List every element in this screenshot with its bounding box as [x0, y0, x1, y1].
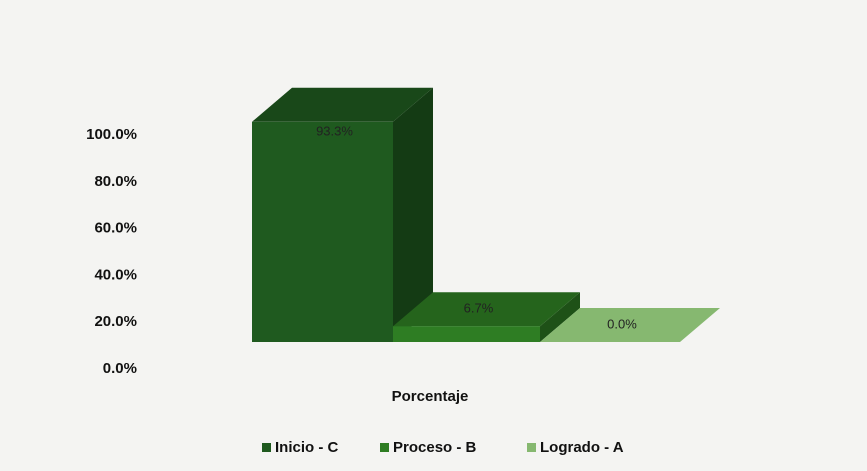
y-tick-label: 0.0% — [103, 360, 137, 377]
legend-swatch — [527, 443, 536, 452]
y-tick-label: 80.0% — [94, 173, 137, 190]
legend-swatch — [262, 443, 271, 452]
y-tick-label: 20.0% — [94, 313, 137, 330]
bar — [252, 121, 393, 342]
legend-label: Logrado - A — [540, 439, 624, 456]
bar-side — [540, 292, 580, 342]
y-tick-label: 100.0% — [86, 126, 137, 143]
bar-top — [393, 292, 580, 327]
value-label: 0.0% — [607, 316, 637, 331]
legend-label: Inicio - C — [275, 439, 339, 456]
bar-top — [252, 87, 433, 122]
value-label: 6.7% — [464, 301, 494, 316]
legend-label: Proceso - B — [393, 439, 477, 456]
y-tick-label: 40.0% — [94, 266, 137, 283]
bar-top — [540, 308, 720, 342]
bar — [393, 326, 540, 342]
value-label: 93.3% — [316, 123, 353, 138]
legend-swatch — [380, 443, 389, 452]
bar-side — [393, 87, 433, 342]
y-tick-label: 60.0% — [94, 220, 137, 237]
x-category-label: Porcentaje — [392, 388, 469, 405]
